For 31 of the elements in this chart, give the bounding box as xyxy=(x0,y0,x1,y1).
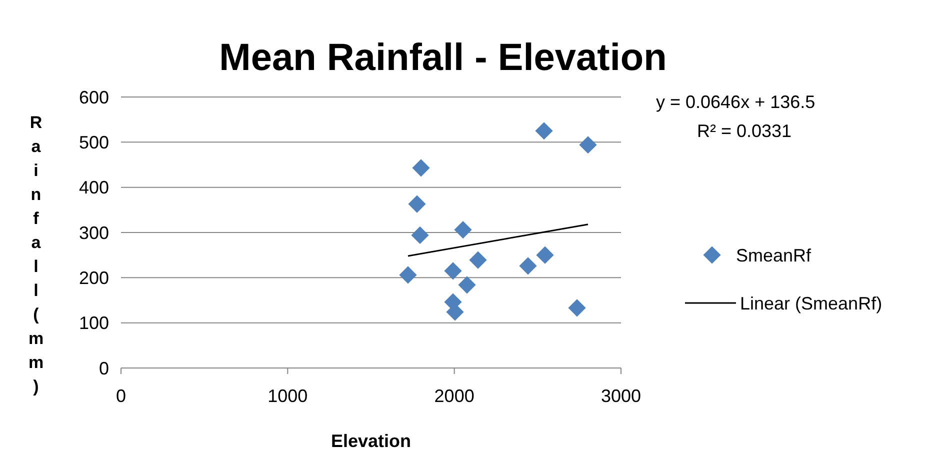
point xyxy=(454,220,472,239)
point xyxy=(444,262,462,280)
y-tick-label: 200 xyxy=(78,268,109,288)
point xyxy=(469,251,487,269)
x-tick-label: 1000 xyxy=(268,386,308,406)
point xyxy=(536,246,554,264)
point xyxy=(579,136,597,154)
x-tick-label: 3000 xyxy=(600,386,642,406)
x-tick-label: 0 xyxy=(116,386,126,406)
point xyxy=(408,195,426,213)
x-tick-label: 2000 xyxy=(434,386,474,406)
point xyxy=(568,299,586,317)
x-axis-title: Elevation xyxy=(330,431,412,451)
point xyxy=(412,159,430,177)
chart-title: Mean Rainfall - Elevation xyxy=(219,37,667,79)
text: R² = 0.0331 xyxy=(697,121,792,141)
y-tick-label: 400 xyxy=(78,178,109,198)
y-tick-label: 0 xyxy=(98,358,109,378)
point xyxy=(519,257,537,275)
point xyxy=(399,266,417,284)
text: y = 0.0646x + 136.5 xyxy=(656,92,816,112)
legend-label: SmeanRf xyxy=(736,245,812,266)
text: Rainfall (mm) xyxy=(28,113,44,396)
point xyxy=(535,122,553,140)
y-tick-label: 500 xyxy=(78,132,109,152)
point xyxy=(411,226,429,244)
y-tick-label: 100 xyxy=(78,313,109,334)
point xyxy=(458,276,476,294)
y-tick-label: 600 xyxy=(78,87,109,108)
legend-label: Linear (SmeanRf) xyxy=(740,293,882,314)
y-tick-label: 300 xyxy=(78,222,109,243)
